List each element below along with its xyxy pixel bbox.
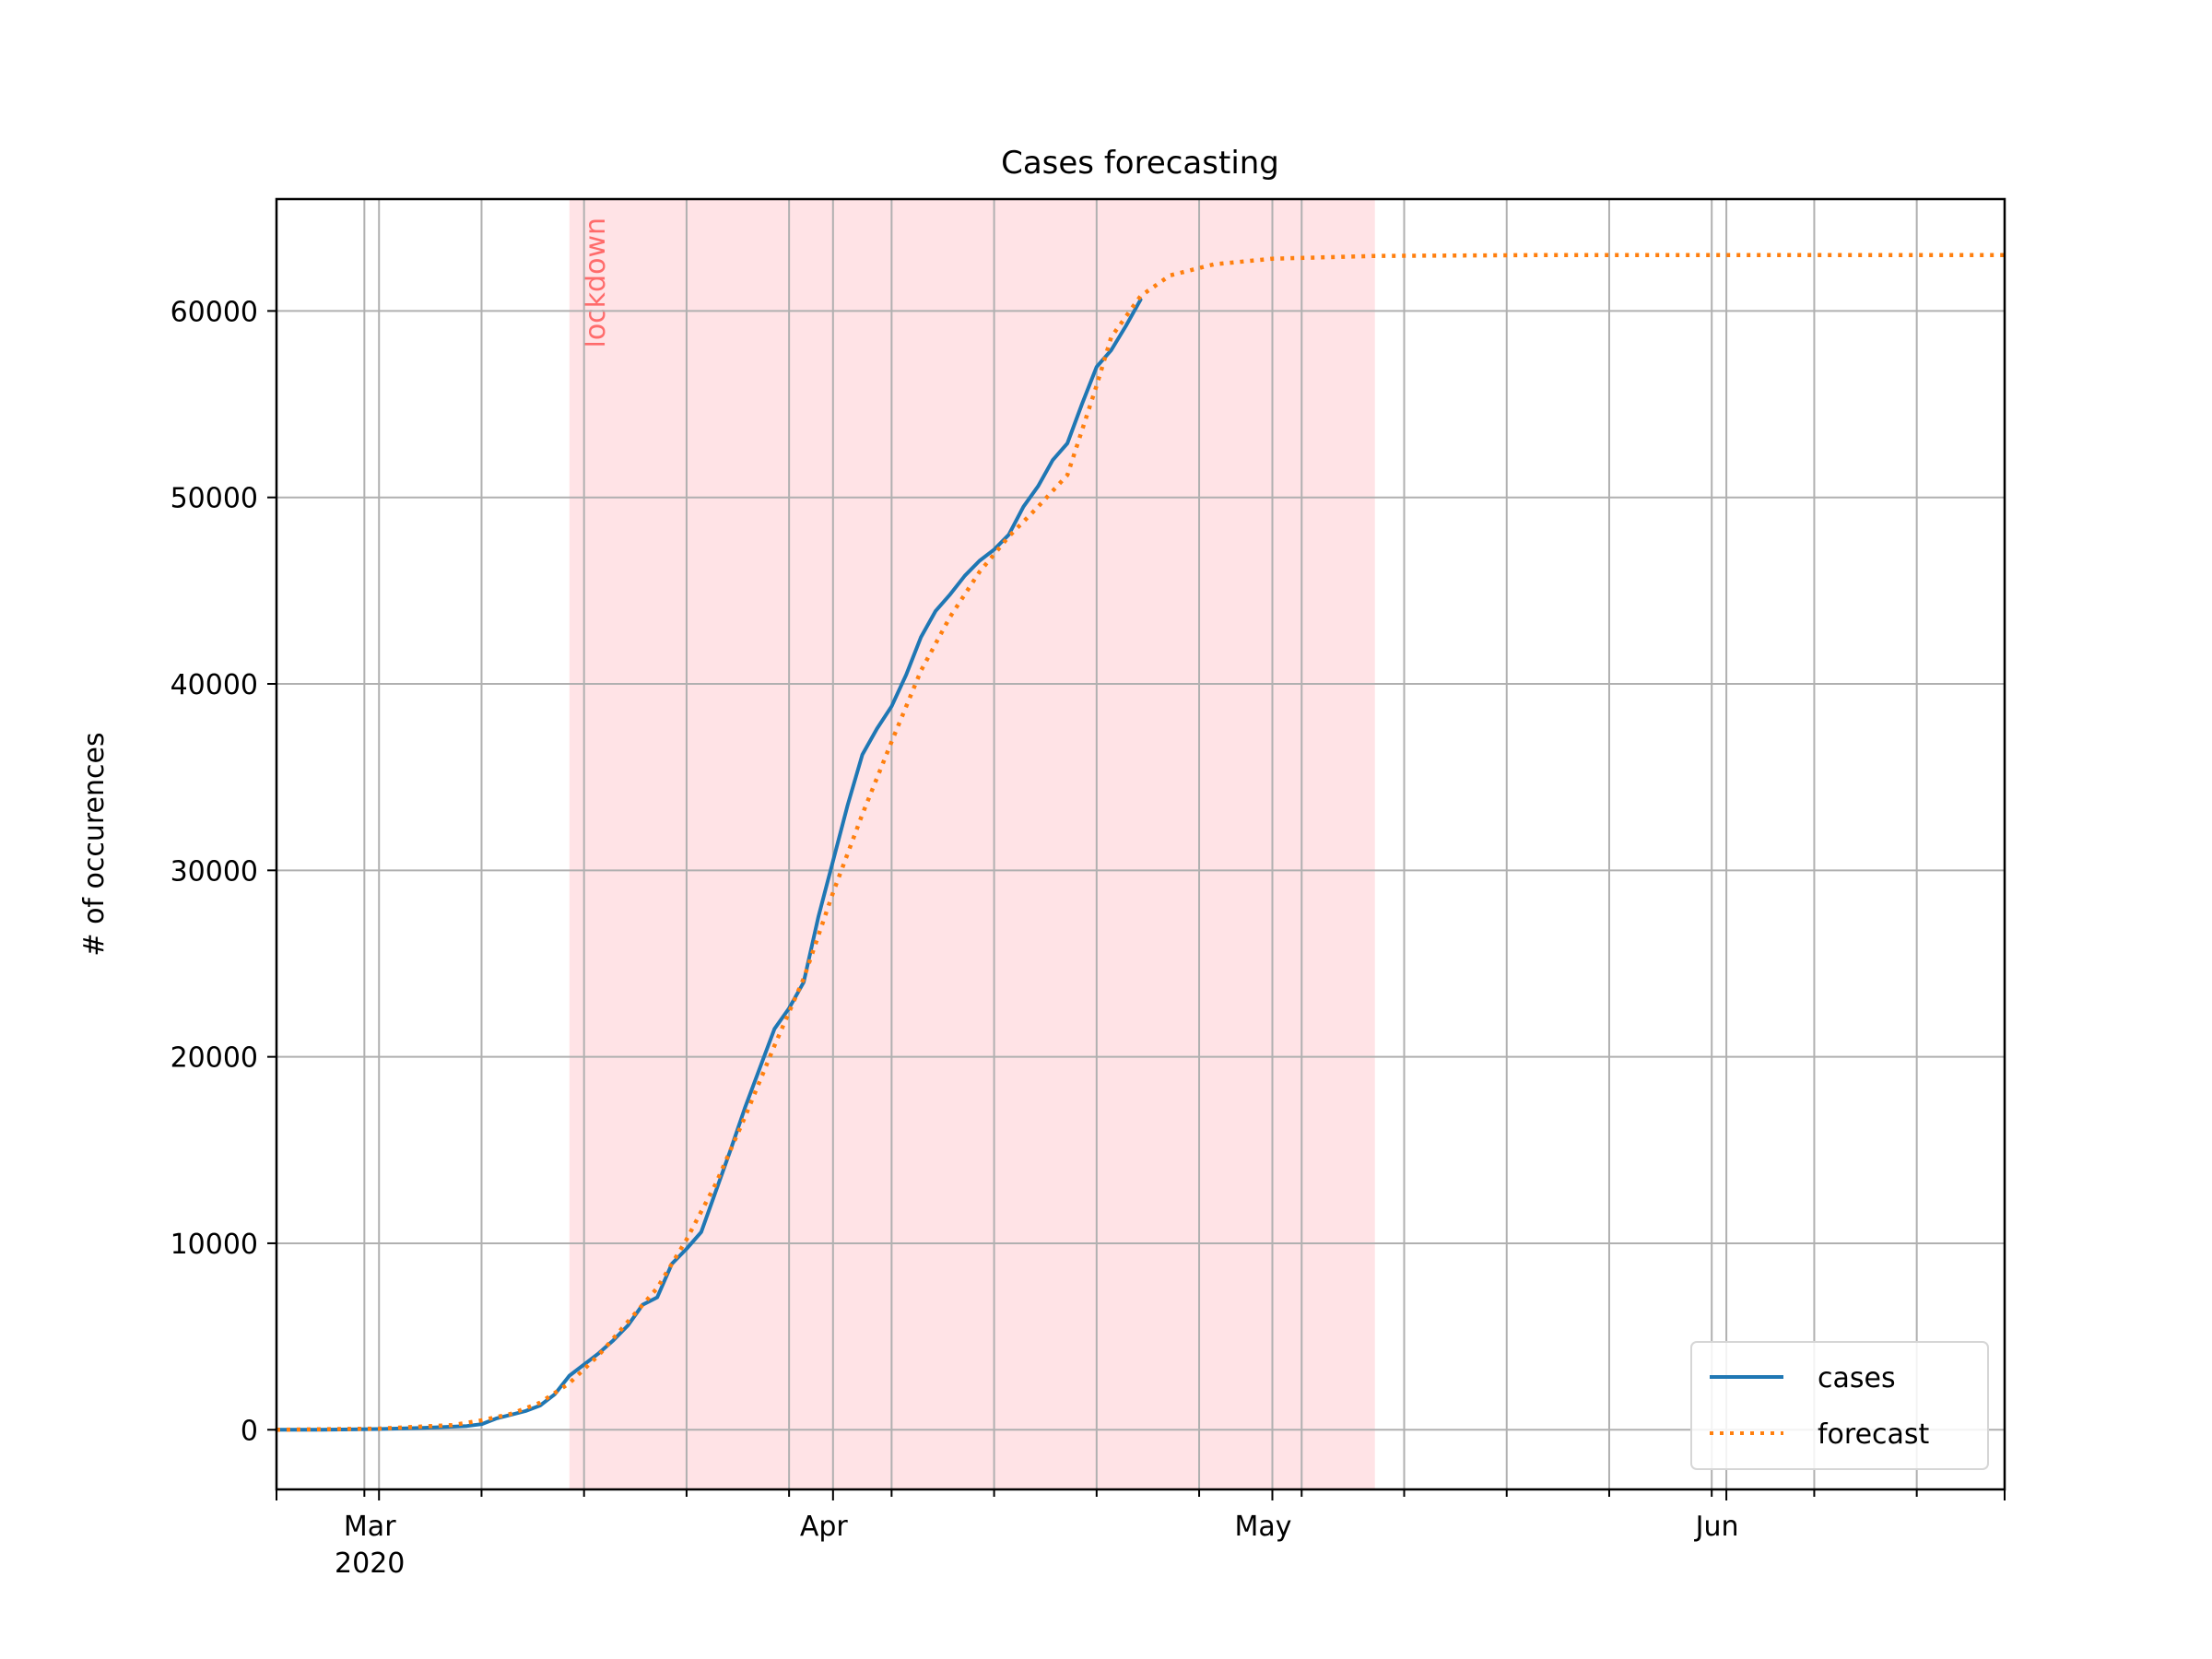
lockdown-span [569, 199, 1375, 1489]
x-tick-label: Jun [1694, 1511, 1739, 1543]
x-tick-sublabel: 2020 [335, 1547, 405, 1580]
y-tick-label: 50000 [171, 483, 258, 515]
x-tick-label: Apr [800, 1511, 849, 1543]
legend: cases forecast [1690, 1341, 1989, 1470]
x-tick-label: Mar [344, 1511, 396, 1543]
y-tick-label: 60000 [171, 296, 258, 328]
legend-box [1690, 1341, 1989, 1470]
y-tick-label: 10000 [171, 1229, 258, 1261]
lockdown-span-layer: lockdown [569, 199, 1375, 1489]
y-axis-label: # of occurences [78, 732, 111, 956]
y-tick-label: 40000 [171, 669, 258, 701]
axis-layer: 0 10000 20000 30000 40000 50000 60000 Mar 2020 Ap… [171, 296, 2006, 1580]
grid-layer [276, 199, 2005, 1489]
chart-title: Cases forecasting [1001, 145, 1279, 182]
legend-label-forecast: forecast [1818, 1418, 1930, 1451]
y-tick-label: 30000 [171, 855, 258, 888]
legend-label-cases: cases [1818, 1362, 1896, 1394]
series-layer [275, 253, 2005, 1432]
plot-frame [275, 197, 2006, 1491]
y-tick-label: 20000 [171, 1042, 258, 1075]
series-line-cases [275, 298, 1143, 1432]
y-tick-label: 0 [241, 1415, 258, 1447]
x-tick-label: May [1234, 1511, 1291, 1543]
